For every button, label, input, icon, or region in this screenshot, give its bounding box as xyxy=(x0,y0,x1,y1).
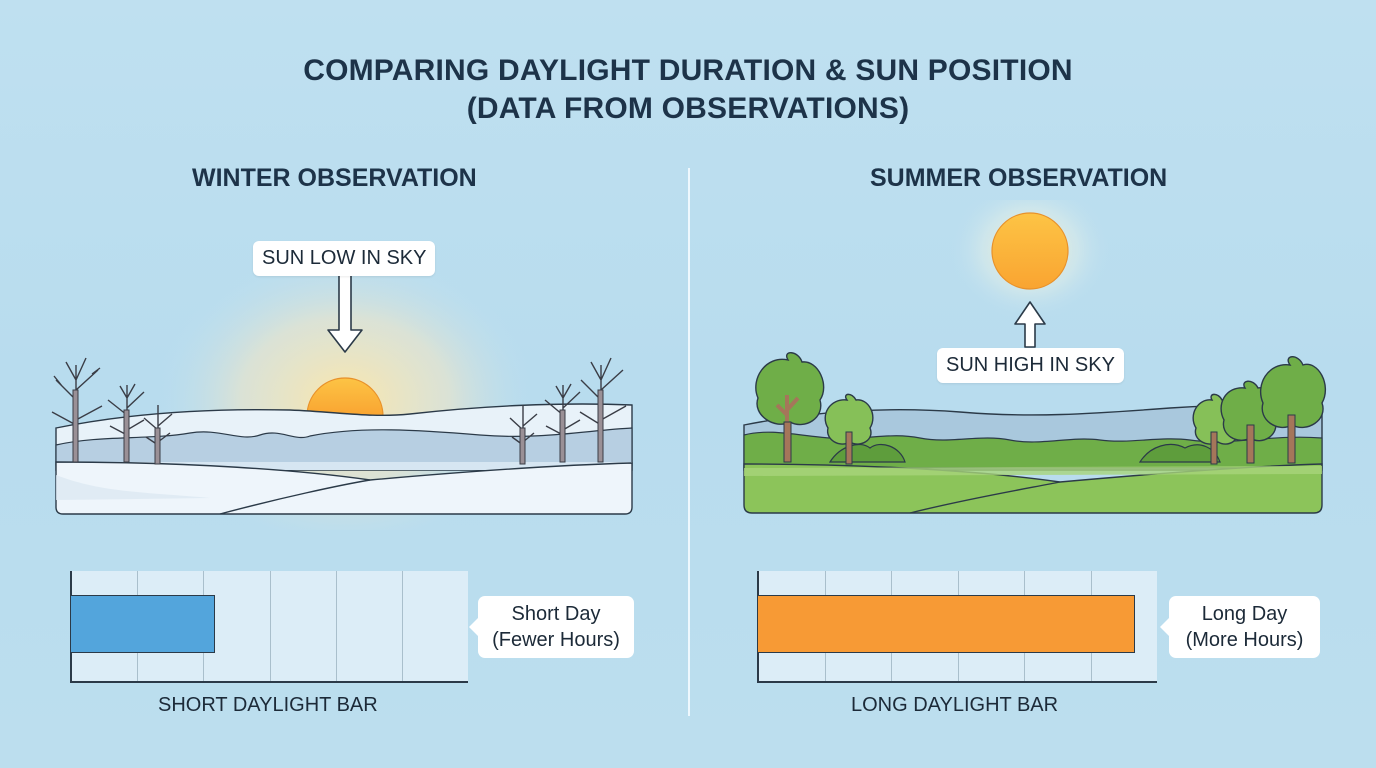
summer-bar-callout: Long Day (More Hours) xyxy=(1160,596,1320,658)
winter-sun-icon xyxy=(306,377,384,417)
winter-heading: WINTER OBSERVATION xyxy=(192,164,477,192)
summer-sun-icon xyxy=(991,212,1069,290)
summer-bar-caption: LONG DAYLIGHT BAR xyxy=(851,694,1059,716)
winter-sun-label: SUN LOW IN SKY xyxy=(253,241,436,276)
bare-tree-icon xyxy=(544,383,581,463)
winter-callout-line1: Short Day xyxy=(511,603,601,625)
leafy-tree-icon xyxy=(755,352,825,463)
winter-daylight-bar xyxy=(70,595,215,653)
bare-tree-icon xyxy=(579,357,627,463)
summer-heading: SUMMER OBSERVATION xyxy=(870,164,1168,192)
leafy-tree-icon xyxy=(824,393,874,465)
summer-daylight-bar xyxy=(757,595,1135,653)
summer-callout-line1: Long Day xyxy=(1201,603,1288,625)
winter-callout-line2: (Fewer Hours) xyxy=(492,629,620,651)
main-title-line2: (DATA FROM OBSERVATIONS) xyxy=(466,92,910,125)
winter-bar-caption: SHORT DAYLIGHT BAR xyxy=(158,694,378,716)
main-title-line1: COMPARING DAYLIGHT DURATION & SUN POSITI… xyxy=(303,54,1073,87)
bare-tree-icon xyxy=(143,405,173,465)
leafy-tree-icon xyxy=(1259,356,1327,464)
summer-sun-label: SUN HIGH IN SKY xyxy=(937,348,1124,383)
section-divider xyxy=(688,168,690,716)
winter-landscape xyxy=(51,250,633,530)
arrow-down-icon xyxy=(327,274,363,353)
summer-callout-line2: (More Hours) xyxy=(1185,629,1304,651)
winter-bar-callout: Short Day (Fewer Hours) xyxy=(469,596,634,658)
bare-tree-icon xyxy=(509,405,538,465)
summer-landscape xyxy=(743,200,1327,514)
bare-tree-icon xyxy=(51,357,103,463)
arrow-up-icon xyxy=(1014,301,1046,348)
bare-tree-icon xyxy=(107,383,145,463)
